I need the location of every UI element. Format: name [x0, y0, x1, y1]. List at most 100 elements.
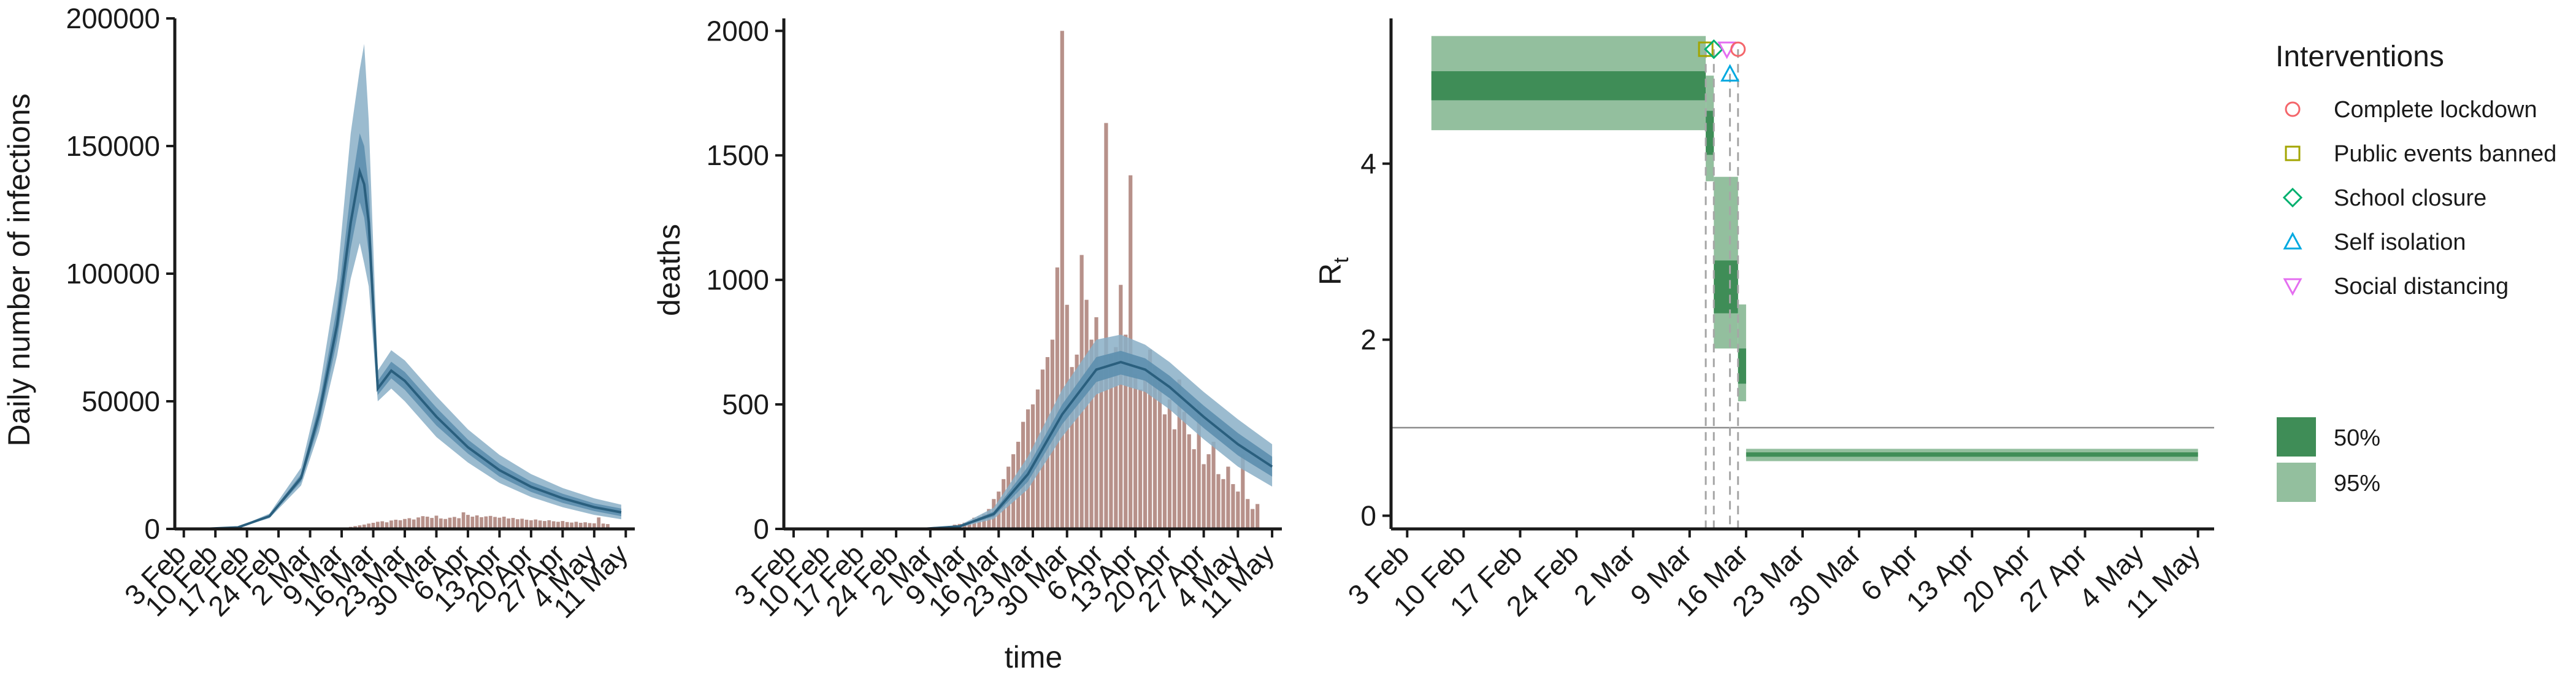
- bar: [475, 515, 479, 529]
- rt-intervals: [1431, 36, 2198, 461]
- legend-key: [2282, 187, 2303, 208]
- bar: [1114, 347, 1118, 529]
- legend-item-label: Complete lockdown: [2334, 97, 2537, 123]
- bar: [1133, 374, 1138, 529]
- infections-line: [174, 166, 622, 530]
- bar: [565, 522, 569, 529]
- bar: [592, 523, 596, 529]
- y-tick-label: 100000: [66, 258, 161, 290]
- bar: [520, 518, 524, 529]
- deaths-y-axis-label: deaths: [652, 224, 686, 316]
- rt-50-interval: [1706, 110, 1714, 155]
- bar: [1251, 509, 1255, 529]
- bar: [561, 521, 565, 529]
- bar: [453, 517, 456, 529]
- rt-50-interval: [1431, 71, 1706, 101]
- infections-50-band: [175, 133, 621, 529]
- bar: [543, 521, 546, 529]
- bar: [421, 516, 425, 529]
- rt-50-interval: [1746, 452, 2198, 457]
- bar: [507, 518, 510, 529]
- intervention-marker: [1704, 39, 1724, 60]
- legend-swatch: [2277, 417, 2316, 457]
- rt-ylabel-sub: t: [1330, 257, 1353, 263]
- bar: [1055, 267, 1059, 529]
- legend: Interventions Complete lockdown Public ev…: [2275, 40, 2556, 502]
- bar: [394, 520, 398, 529]
- bar: [1182, 412, 1186, 529]
- bar: [1148, 349, 1152, 529]
- y-tick-label: 0: [1360, 499, 1376, 531]
- deaths-x-axis-label: time: [1005, 640, 1062, 674]
- bar: [529, 520, 533, 529]
- legend-key: [2283, 231, 2302, 250]
- legend-item-label: Self isolation: [2334, 229, 2466, 255]
- bar: [1167, 399, 1172, 529]
- bar: [1231, 484, 1235, 529]
- y-tick-label: 0: [144, 513, 160, 545]
- y-tick-label: 0: [753, 513, 769, 545]
- bar: [601, 523, 605, 529]
- y-tick-label: 1000: [707, 264, 769, 296]
- rt-ylabel-main: R: [1313, 263, 1347, 285]
- bar: [398, 520, 402, 529]
- bar: [982, 514, 986, 529]
- bar: [358, 525, 362, 529]
- bar: [443, 518, 448, 529]
- x-tick-label: 2 Mar: [1568, 538, 1641, 611]
- bar: [412, 519, 416, 529]
- bar: [461, 512, 466, 529]
- bar: [1192, 449, 1196, 529]
- legend-key: [2285, 101, 2301, 117]
- bar: [515, 519, 519, 529]
- bar: [524, 520, 529, 529]
- bar: [538, 520, 542, 529]
- legend-item-label: Public events banned: [2334, 141, 2556, 167]
- bar: [376, 522, 380, 529]
- bar: [967, 521, 972, 529]
- bar: [493, 517, 497, 529]
- bar: [1152, 367, 1157, 529]
- legend-item-label: School closure: [2334, 185, 2486, 211]
- bar: [502, 517, 506, 529]
- bar: [1060, 31, 1064, 530]
- rt-y-axis-label: Rt: [1313, 257, 1353, 285]
- bar: [385, 522, 389, 529]
- intervention-marker: [1698, 41, 1714, 57]
- bar: [1084, 299, 1089, 529]
- bar: [1187, 434, 1191, 529]
- legend-ci-label: 95%: [2334, 471, 2380, 496]
- bar: [1099, 369, 1103, 529]
- bar: [588, 523, 592, 529]
- bar: [1216, 474, 1221, 529]
- bar: [534, 519, 538, 529]
- bar: [466, 515, 470, 529]
- bar: [1206, 454, 1211, 529]
- legend-swatch: [2277, 463, 2316, 502]
- legend-ci: 50% 95%: [2277, 417, 2380, 502]
- bar: [1119, 285, 1123, 529]
- bar: [1255, 504, 1260, 529]
- intervention-markers: [1698, 39, 1746, 82]
- bar: [1109, 354, 1113, 529]
- bar: [457, 518, 461, 529]
- bar: [1157, 379, 1162, 529]
- legend-items: Complete lockdown Public events banned Sch…: [2282, 97, 2556, 299]
- y-tick-label: 200000: [66, 2, 161, 34]
- bar: [1226, 466, 1230, 529]
- bar: [367, 523, 371, 529]
- infections-95-band: [175, 44, 621, 530]
- intervention-lines: [1704, 49, 1739, 529]
- bar: [480, 517, 483, 529]
- bar: [1172, 429, 1176, 529]
- rt-50-interval: [1714, 260, 1738, 314]
- bar: [547, 520, 551, 529]
- bar: [1197, 404, 1201, 529]
- bar: [511, 518, 515, 529]
- bar: [470, 517, 475, 529]
